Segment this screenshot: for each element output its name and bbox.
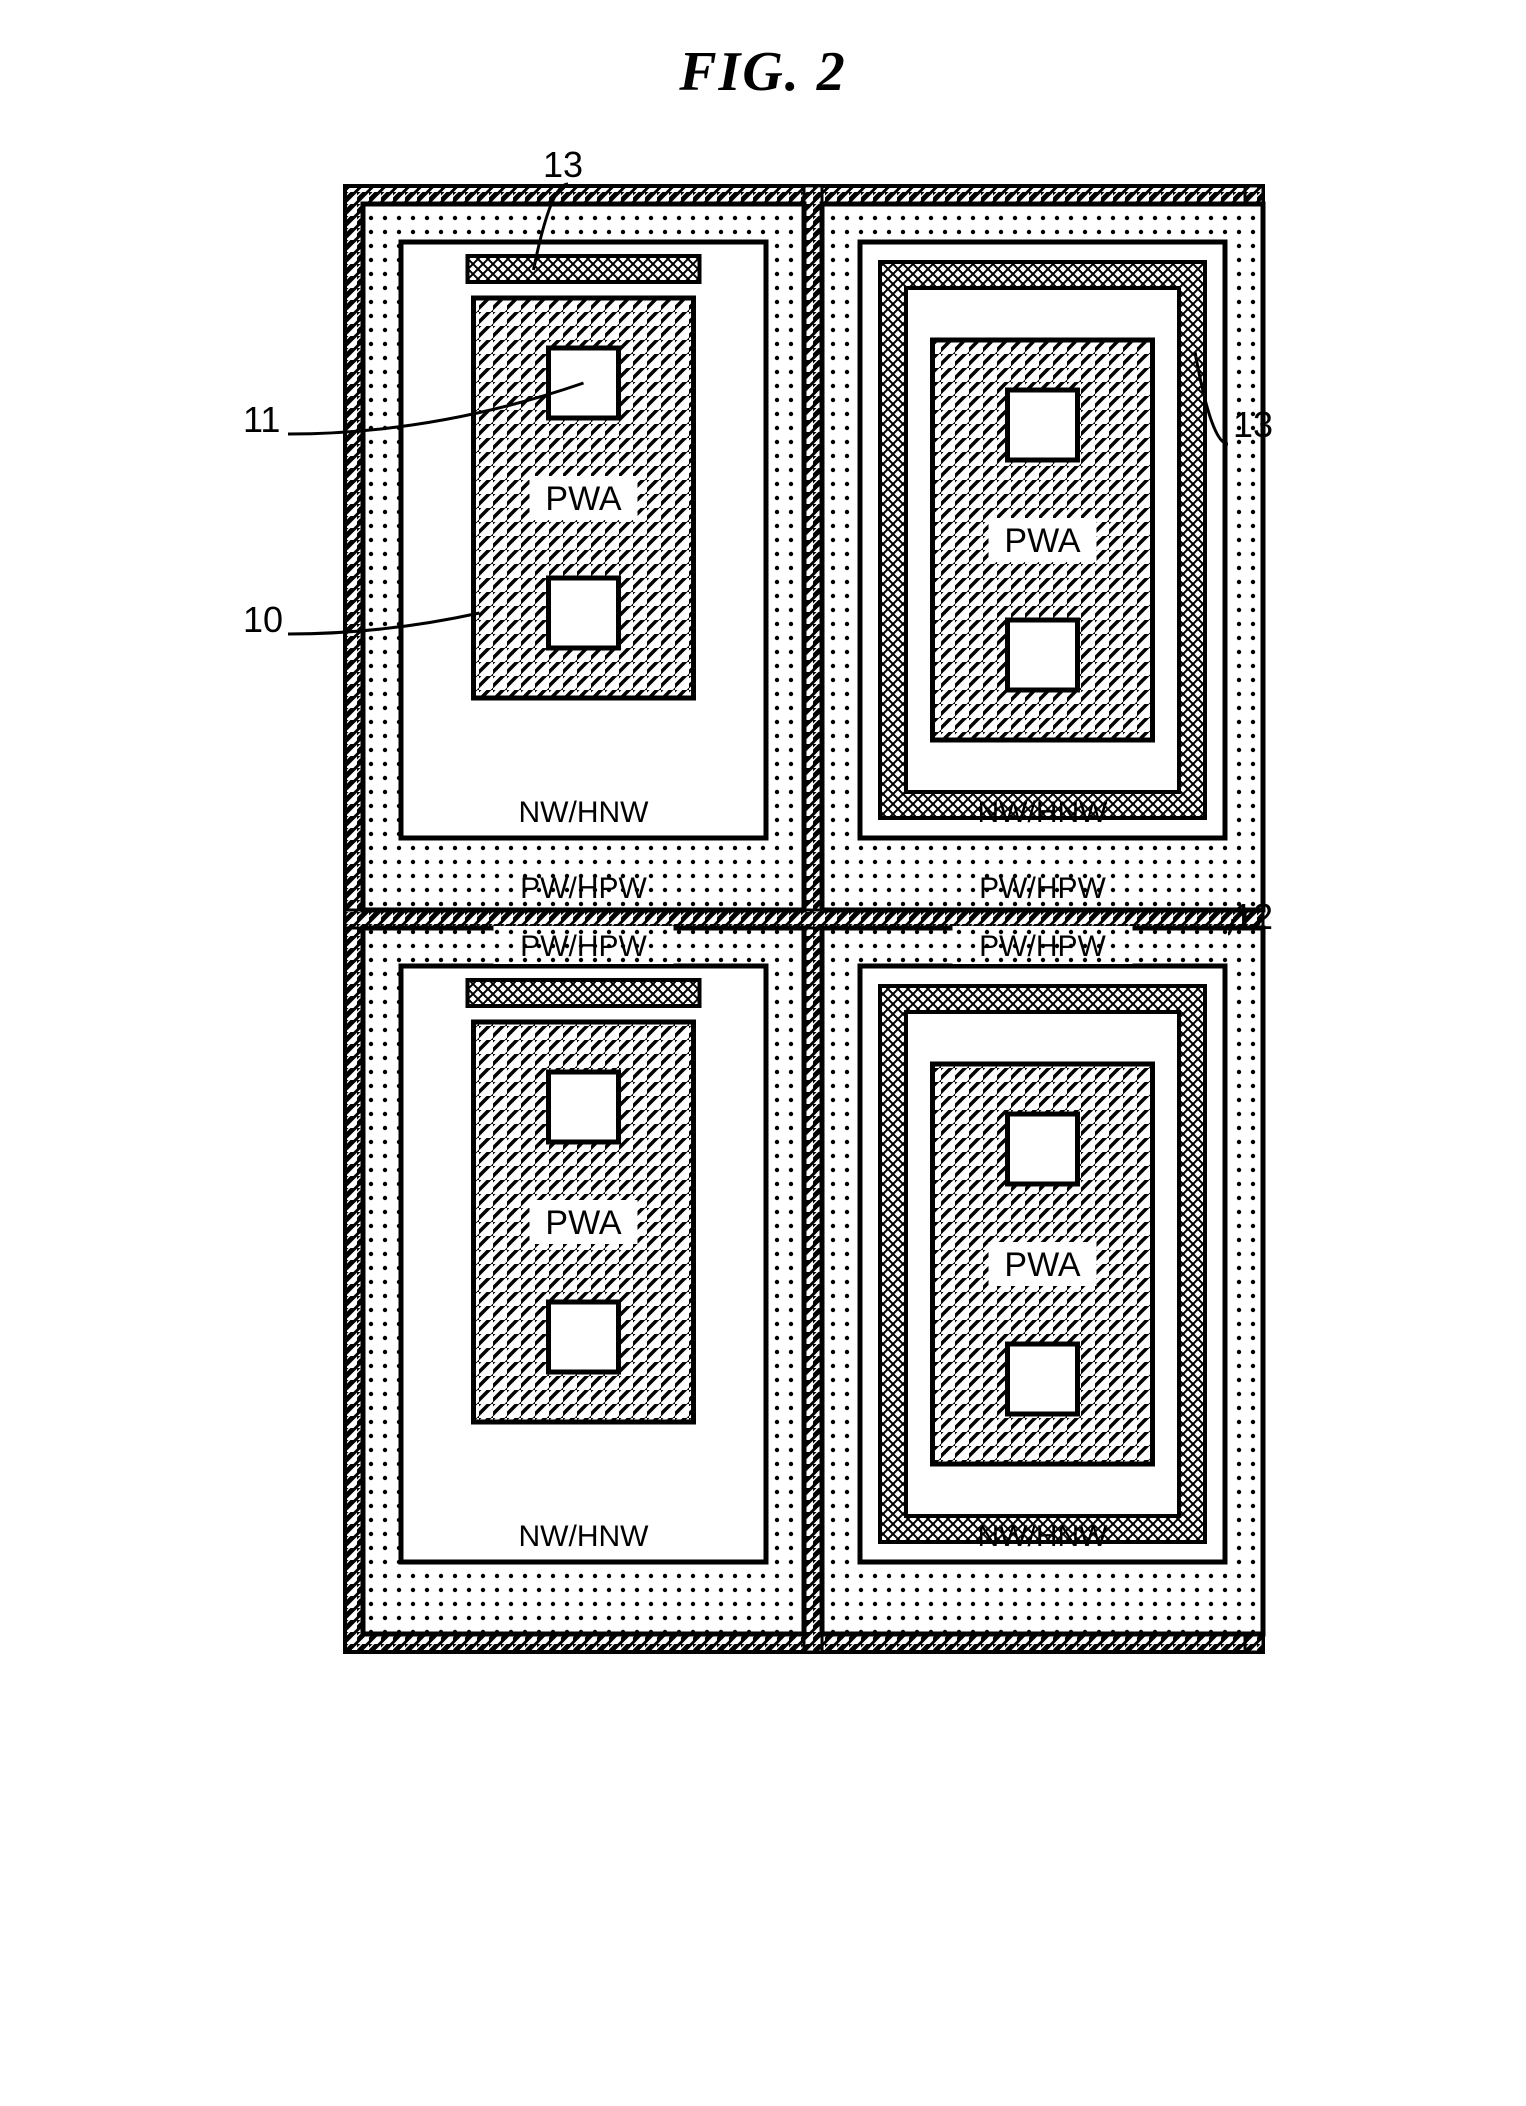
svg-text:PW/HPW: PW/HPW (520, 930, 647, 963)
callout-13-top: 13 (543, 144, 583, 186)
callout-12: 12 (1233, 896, 1273, 938)
svg-text:NW/HNW: NW/HNW (519, 796, 650, 829)
svg-text:NW/HNW: NW/HNW (978, 1520, 1109, 1553)
figure-title: FIG. 2 (40, 40, 1486, 104)
svg-text:PWA: PWA (545, 480, 622, 518)
diagram-stage: PWA NW/HNW PW/HPW PWA NW/HNW PW/HPW PWA NW/HNW P… (213, 144, 1313, 1744)
callout-13-right: 13 (1233, 404, 1273, 446)
well-layout-diagram: PWA NW/HNW PW/HPW PWA NW/HNW PW/HPW PWA NW/HNW P… (213, 144, 1313, 1744)
callout-10: 10 (243, 599, 283, 641)
svg-text:PW/HPW: PW/HPW (979, 872, 1106, 905)
svg-text:PWA: PWA (545, 1204, 622, 1242)
svg-text:NW/HNW: NW/HNW (519, 1520, 650, 1553)
svg-text:PWA: PWA (1004, 522, 1081, 560)
svg-text:PW/HPW: PW/HPW (520, 872, 647, 905)
callout-11: 11 (243, 399, 280, 441)
svg-text:PWA: PWA (1004, 1246, 1081, 1284)
svg-text:PW/HPW: PW/HPW (979, 930, 1106, 963)
svg-text:NW/HNW: NW/HNW (978, 796, 1109, 829)
